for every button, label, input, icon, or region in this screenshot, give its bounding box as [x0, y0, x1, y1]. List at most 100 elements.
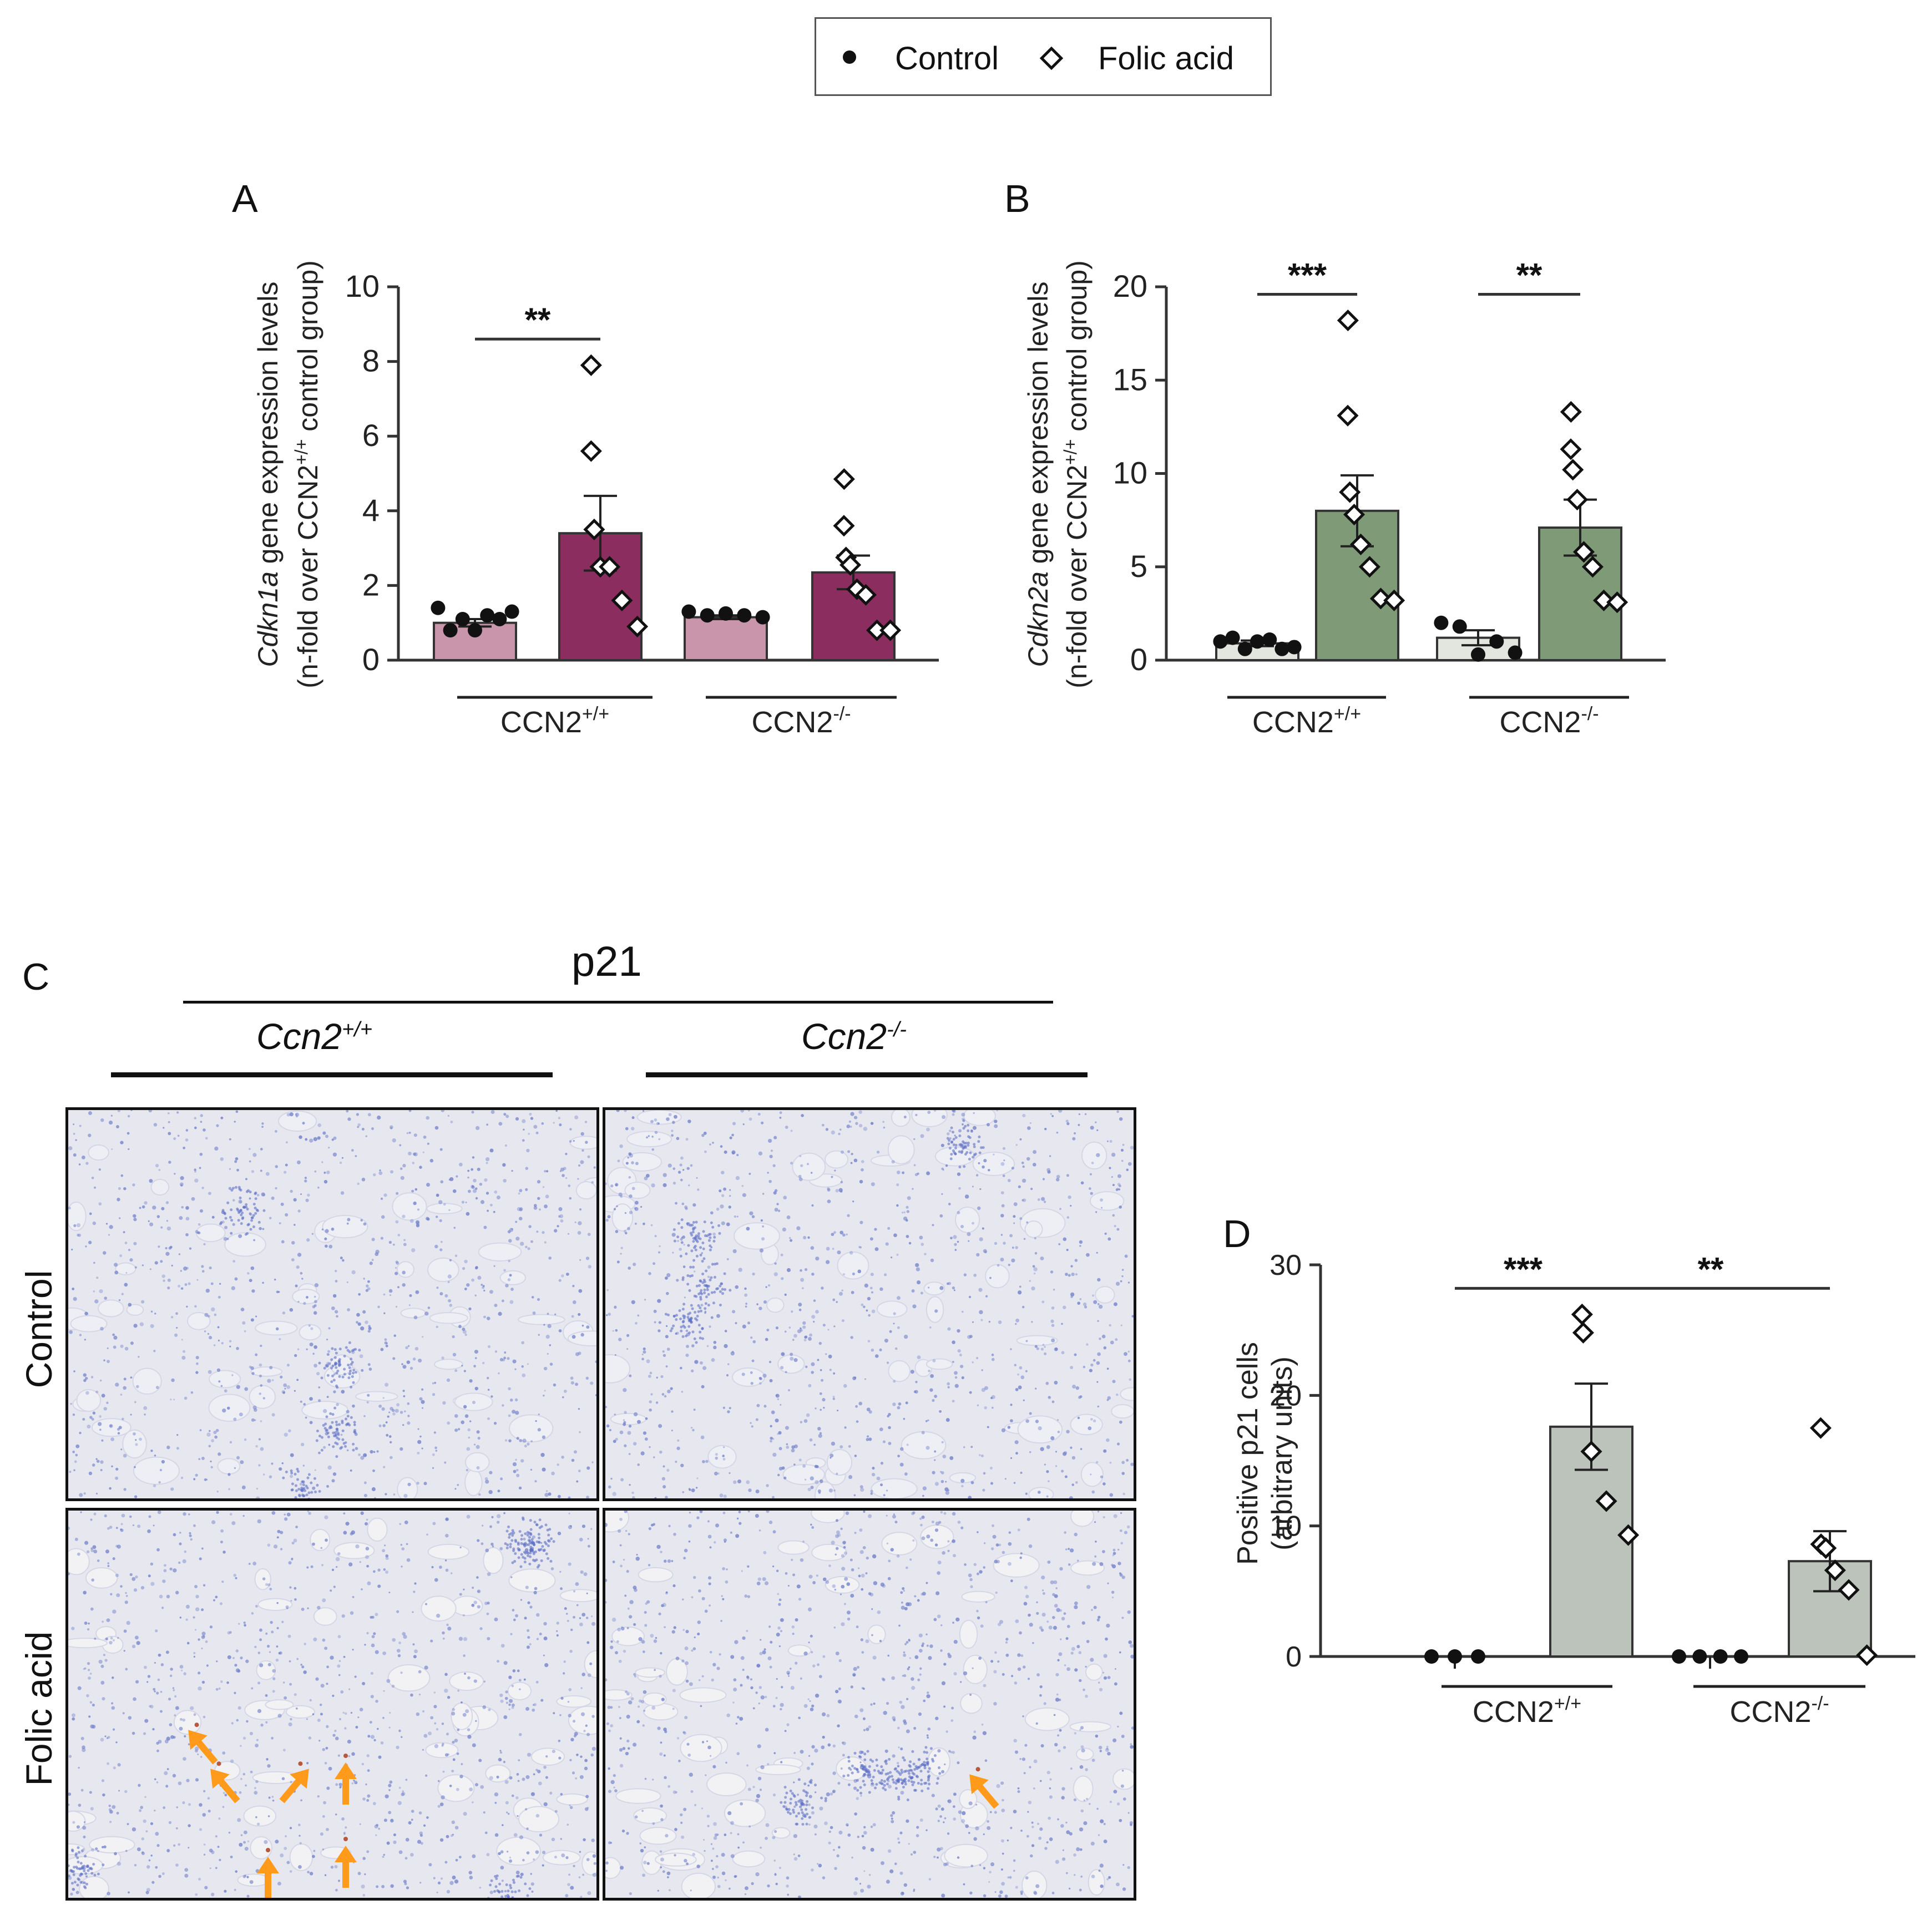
nucleus-dot: [557, 1463, 559, 1466]
nucleus-dot: [972, 1185, 974, 1188]
nucleus-dot: [811, 1362, 815, 1366]
nucleus-dot: [344, 1727, 347, 1730]
nucleus-dot: [879, 1287, 883, 1291]
nucleus-dot: [218, 1380, 221, 1383]
tubule-lumen: [478, 1242, 522, 1261]
row-label-control-text: Control: [18, 1270, 59, 1389]
nucleus-dot: [872, 1655, 877, 1660]
nucleus-dot: [447, 1274, 452, 1279]
nucleus-dot: [772, 1452, 777, 1457]
nucleus-dot: [697, 1620, 701, 1624]
nucleus-dot: [216, 1368, 221, 1372]
nucleus-dot: [235, 1577, 237, 1579]
nucleus-dot: [324, 1237, 327, 1240]
nucleus-dot: [834, 1689, 839, 1694]
nucleus-dot: [93, 1549, 98, 1554]
glomerulus-dot: [490, 1879, 493, 1882]
glomerulus-dot: [509, 1884, 512, 1887]
nucleus-dot: [817, 1489, 821, 1493]
tubule-lumen: [250, 1366, 283, 1377]
nucleus-dot: [662, 1173, 667, 1177]
nucleus-dot: [1048, 1396, 1051, 1400]
nucleus-dot: [866, 1727, 869, 1731]
nucleus-dot: [1085, 1665, 1087, 1668]
nucleus-dot: [218, 1295, 221, 1299]
tubule-lumen: [483, 1547, 504, 1574]
nucleus-dot: [1028, 1800, 1032, 1805]
nucleus-dot: [158, 1481, 161, 1484]
nucleus-dot: [148, 1515, 151, 1518]
nucleus-dot: [921, 1243, 924, 1246]
nucleus-dot: [1040, 1347, 1044, 1351]
glomerulus-dot: [520, 1542, 523, 1545]
nucleus-dot: [467, 1176, 469, 1179]
glomerulus-dot: [692, 1265, 695, 1269]
nucleus-dot: [102, 1620, 104, 1623]
nucleus-dot: [294, 1587, 297, 1590]
nucleus-dot: [643, 1222, 645, 1225]
nucleus-dot: [641, 1357, 644, 1361]
glomerulus-dot: [327, 1435, 330, 1438]
nucleus-dot: [595, 1360, 596, 1364]
nucleus-dot: [841, 1567, 846, 1571]
nucleus-dot: [120, 1344, 124, 1348]
nucleus-dot: [346, 1110, 349, 1113]
nucleus-dot: [373, 1739, 376, 1742]
nucleus-dot: [473, 1365, 476, 1367]
nucleus-dot: [559, 1214, 564, 1218]
glomerulus-dot: [335, 1351, 338, 1355]
nucleus-dot: [542, 1467, 546, 1472]
glomerulus-dot: [315, 1439, 318, 1442]
nucleus-dot: [1050, 1113, 1053, 1115]
nucleus-dot: [762, 1193, 765, 1195]
nucleus-dot: [576, 1480, 579, 1483]
tubule-lumen: [133, 1456, 180, 1485]
nucleus-dot: [548, 1492, 552, 1496]
nucleus-dot: [261, 1192, 265, 1197]
nucleus-dot: [98, 1422, 102, 1426]
nucleus-dot: [859, 1246, 862, 1249]
nucleus-dot: [327, 1465, 332, 1470]
nucleus-dot: [204, 1313, 209, 1317]
nucleus-dot: [579, 1775, 584, 1779]
nucleus-dot: [271, 1796, 274, 1798]
nucleus-dot: [922, 1494, 924, 1497]
micrograph-ko-control: [603, 1107, 1136, 1501]
nucleus-dot: [109, 1487, 112, 1490]
tubule-lumen: [400, 1308, 426, 1319]
nucleus-dot: [721, 1853, 725, 1857]
nucleus-dot: [240, 1834, 243, 1836]
nucleus-dot: [734, 1215, 736, 1218]
nucleus-dot: [153, 1688, 156, 1691]
nucleus-dot: [433, 1705, 437, 1709]
nucleus-dot: [662, 1485, 666, 1489]
glomerulus-dot: [498, 1882, 502, 1886]
nucleus-dot: [296, 1379, 299, 1381]
nucleus-dot: [102, 1697, 105, 1701]
nucleus-dot: [413, 1152, 416, 1156]
nucleus-dot: [250, 1770, 253, 1774]
nucleus-dot: [371, 1259, 374, 1261]
nucleus-dot: [328, 1443, 331, 1446]
glomerulus-dot: [338, 1347, 342, 1351]
nucleus-dot: [868, 1437, 872, 1441]
glomerulus-dot: [706, 1288, 709, 1291]
nucleus-dot: [856, 1420, 859, 1423]
nucleus-dot: [744, 1893, 747, 1896]
glomerulus-dot: [330, 1426, 333, 1429]
nucleus-dot: [422, 1749, 424, 1751]
nucleus-dot: [682, 1169, 685, 1171]
nucleus-dot: [262, 1473, 265, 1476]
data-point-folic-acid-b: [1349, 533, 1372, 555]
nucleus-dot: [400, 1176, 404, 1180]
glomerulus-dot: [285, 1470, 288, 1473]
nucleus-dot: [445, 1517, 449, 1522]
glomerulus-dot: [524, 1552, 527, 1555]
nucleus-dot: [392, 1638, 396, 1642]
nucleus-dot: [439, 1292, 443, 1296]
nucleus-dot: [981, 1723, 984, 1726]
nucleus-dot: [138, 1784, 141, 1787]
glomerulus-dot: [704, 1302, 707, 1305]
glomerulus-dot: [721, 1292, 725, 1295]
nucleus-dot: [861, 1303, 864, 1306]
